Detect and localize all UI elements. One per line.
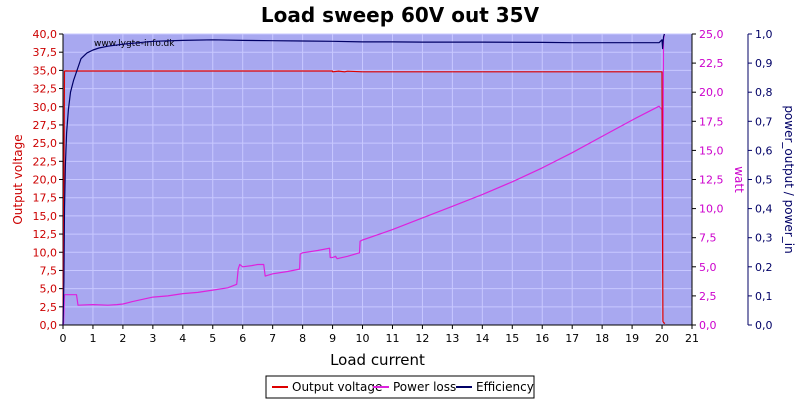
x-axis-title: Load current — [330, 351, 425, 369]
legend-label-efficiency: Efficiency — [476, 380, 534, 394]
x-tick-label: 6 — [239, 332, 246, 345]
y-right2-tick-label: 0,7 — [755, 115, 773, 128]
y-left-tick-label: 17,5 — [33, 192, 58, 205]
y-right2-tick-label: 0,4 — [755, 203, 773, 216]
y-right2-tick-label: 0,2 — [755, 261, 773, 274]
y-left-tick-label: 27,5 — [33, 119, 58, 132]
legend-box — [265, 375, 535, 399]
x-tick-label: 19 — [625, 332, 639, 345]
y-right2-tick-label: 0,0 — [755, 319, 773, 332]
x-tick-label: 11 — [385, 332, 399, 345]
y-right2-tick-label: 0,3 — [755, 232, 773, 245]
series-line-power-loss — [62, 33, 665, 326]
y-right1-tick-label: 22,5 — [699, 57, 724, 70]
series-line-output-voltage — [62, 70, 666, 326]
x-tick-label: 5 — [209, 332, 216, 345]
y-right2-tick-label: 0,9 — [755, 57, 773, 70]
y-left-tick-label: 40,0 — [33, 28, 58, 41]
watermark-text: www.lygte-info.dk — [94, 39, 175, 49]
x-tick-label: 13 — [445, 332, 459, 345]
y-left-tick-label: 20,0 — [33, 174, 58, 187]
y-left-tick-label: 5,0 — [40, 283, 58, 296]
x-tick-label: 16 — [535, 332, 549, 345]
y-right2-axis-title: power_output / power_in — [782, 105, 796, 253]
y-right2-tick-label: 1,0 — [755, 28, 773, 41]
y-right2-tick-label: 0,5 — [755, 174, 773, 187]
x-tick-label: 8 — [299, 332, 306, 345]
y-left-tick-label: 15,0 — [33, 210, 58, 223]
chart-title: Load sweep 60V out 35V — [261, 3, 540, 27]
x-tick-label: 15 — [505, 332, 519, 345]
y-right2-tick-label: 0,8 — [755, 86, 773, 99]
x-tick-label: 12 — [415, 332, 429, 345]
x-tick-label: 3 — [149, 332, 156, 345]
y-left-tick-label: 12,5 — [33, 228, 58, 241]
y-right1-tick-label: 10,0 — [699, 203, 724, 216]
y-right1-tick-label: 5,0 — [699, 261, 717, 274]
y-left-tick-label: 32,5 — [33, 83, 58, 96]
y-right1-tick-label: 0,0 — [699, 319, 717, 332]
y-right1-tick-label: 12,5 — [699, 174, 724, 187]
x-tick-label: 1 — [89, 332, 96, 345]
y-left-axis-title: Output voltage — [11, 134, 25, 224]
y-right1-tick-label: 15,0 — [699, 144, 724, 157]
x-tick-label: 21 — [685, 332, 699, 345]
y-right1-tick-label: 25,0 — [699, 28, 724, 41]
y-right1-tick-label: 20,0 — [699, 86, 724, 99]
x-tick-label: 2 — [119, 332, 126, 345]
x-tick-label: 0 — [60, 332, 67, 345]
x-tick-label: 20 — [655, 332, 669, 345]
x-tick-label: 18 — [595, 332, 609, 345]
y-right2-tick-label: 0,1 — [755, 290, 773, 303]
x-tick-label: 4 — [179, 332, 186, 345]
y-right1-axis-title: watt — [732, 166, 746, 193]
y-left-tick-label: 25,0 — [33, 137, 58, 150]
y-left-tick-label: 30,0 — [33, 101, 58, 114]
y-left-tick-label: 10,0 — [33, 246, 58, 259]
y-left-tick-label: 7,5 — [40, 264, 58, 277]
x-tick-label: 17 — [565, 332, 579, 345]
x-tick-label: 10 — [356, 332, 370, 345]
x-tick-label: 7 — [269, 332, 276, 345]
legend-label-power-loss: Power loss — [393, 380, 456, 394]
y-left-tick-label: 2,5 — [40, 301, 58, 314]
y-right1-tick-label: 17,5 — [699, 115, 724, 128]
series-line-efficiency — [62, 33, 665, 326]
x-tick-label: 9 — [329, 332, 336, 345]
y-left-tick-label: 0,0 — [40, 319, 58, 332]
y-left-tick-label: 37,5 — [33, 46, 58, 59]
y-right1-tick-label: 7,5 — [699, 232, 717, 245]
x-tick-label: 14 — [475, 332, 489, 345]
y-left-tick-label: 22,5 — [33, 155, 58, 168]
y-left-tick-label: 35,0 — [33, 64, 58, 77]
y-right1-tick-label: 2,5 — [699, 290, 717, 303]
y-right2-tick-label: 0,6 — [755, 144, 773, 157]
legend-label-output-voltage: Output voltage — [292, 380, 382, 394]
